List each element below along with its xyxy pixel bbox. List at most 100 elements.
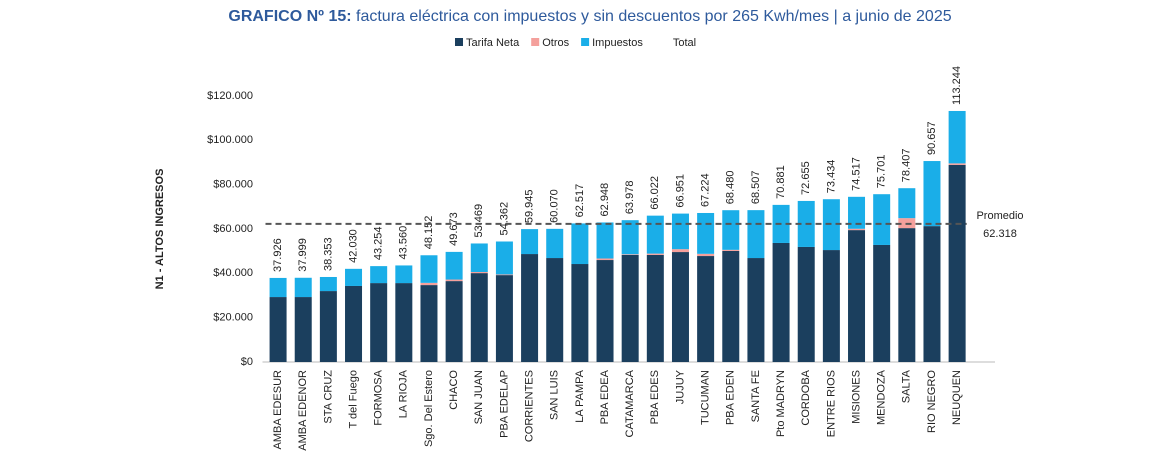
bar-segment bbox=[345, 285, 363, 362]
total-label: 54.362 bbox=[498, 202, 510, 236]
bar-segment bbox=[697, 212, 715, 254]
bar-segment bbox=[697, 256, 715, 362]
average-value: 62.318 bbox=[983, 228, 1017, 240]
total-label: 113.244 bbox=[951, 66, 963, 105]
total-label: 68.507 bbox=[750, 170, 762, 204]
bar-segment bbox=[445, 251, 463, 280]
legend-label: Otros bbox=[542, 37, 569, 49]
bar-segment bbox=[898, 228, 916, 362]
x-tick-label: CORRIENTES bbox=[523, 370, 535, 442]
total-label: 42.030 bbox=[347, 229, 359, 263]
x-tick-label: AMBA EDENOR bbox=[297, 370, 309, 451]
bar-segment bbox=[571, 223, 589, 265]
total-label: 37.926 bbox=[272, 238, 284, 272]
total-label: 90.657 bbox=[926, 121, 938, 155]
x-tick-label: Pto MADRYN bbox=[775, 370, 787, 437]
legend-swatch bbox=[581, 38, 590, 46]
total-label: 43.560 bbox=[398, 226, 410, 260]
bar-segment bbox=[395, 265, 413, 284]
x-tick-label: LA RIOJA bbox=[398, 369, 410, 418]
bar-segment bbox=[470, 243, 488, 273]
x-tick-label: AMBA EDESUR bbox=[272, 370, 284, 450]
bar-segment bbox=[671, 252, 689, 362]
x-tick-label: CORDOBA bbox=[800, 369, 812, 425]
total-label: 59.945 bbox=[523, 189, 535, 223]
bar-segment bbox=[546, 228, 564, 259]
bar-segment bbox=[722, 249, 740, 251]
bar-segment bbox=[470, 273, 488, 362]
total-label: 73.434 bbox=[825, 160, 837, 194]
bar-segment bbox=[546, 258, 564, 362]
bar-segment bbox=[948, 163, 966, 165]
bar-segment bbox=[898, 188, 916, 219]
bar-segment bbox=[797, 246, 815, 362]
bar-segment bbox=[948, 110, 966, 164]
legend-swatch bbox=[531, 38, 540, 46]
x-tick-label: SAN JUAN bbox=[473, 370, 485, 424]
title-text: factura eléctrica con impuestos y sin de… bbox=[356, 8, 952, 25]
bar-segment bbox=[319, 291, 337, 362]
x-tick-label: PBA EDEA bbox=[599, 369, 611, 424]
x-tick-label: STA CRUZ bbox=[322, 370, 334, 424]
bar-segment bbox=[596, 260, 614, 362]
bar-segment bbox=[873, 244, 891, 362]
bar-segment bbox=[370, 266, 388, 284]
x-tick-label: CHACO bbox=[448, 370, 460, 410]
x-tick-label: SAN LUIS bbox=[549, 370, 561, 420]
x-tick-label: ENTRE RIOS bbox=[825, 370, 837, 437]
bar-segment bbox=[571, 264, 589, 362]
average-label: Promedio bbox=[976, 210, 1023, 222]
total-label: 68.480 bbox=[725, 171, 737, 205]
bar-segment bbox=[445, 281, 463, 362]
bar-segment bbox=[420, 282, 438, 286]
bar-segment bbox=[345, 268, 363, 286]
y-tick-label: $60.000 bbox=[213, 223, 253, 235]
bar-segment bbox=[671, 249, 689, 253]
total-label: 37.999 bbox=[297, 238, 309, 272]
x-tick-label: MISIONES bbox=[850, 370, 862, 424]
legend-label: Total bbox=[673, 37, 696, 49]
bar-segment bbox=[873, 194, 891, 245]
x-tick-label: T del Fuego bbox=[347, 370, 359, 429]
bar-segment bbox=[294, 297, 312, 362]
bar-segment bbox=[445, 279, 463, 282]
y-tick-label: $0 bbox=[241, 356, 253, 368]
bar-segment bbox=[521, 229, 539, 255]
total-label: 60.070 bbox=[549, 189, 561, 223]
x-tick-label: LA PAMPA bbox=[574, 369, 586, 422]
total-label: 66.022 bbox=[649, 176, 661, 210]
bar-segment bbox=[420, 255, 438, 283]
x-tick-label: RIO NEGRO bbox=[926, 370, 938, 433]
total-label: 67.224 bbox=[700, 173, 712, 207]
y-tick-label: $100.000 bbox=[207, 134, 253, 146]
bar-segment bbox=[848, 230, 866, 362]
y-tick-label: $40.000 bbox=[213, 267, 253, 279]
bar-segment bbox=[822, 250, 840, 362]
bar-segment bbox=[495, 275, 513, 362]
x-tick-label: NEUQUEN bbox=[951, 370, 963, 425]
bar-segment bbox=[747, 258, 765, 362]
x-tick-label: SANTA FE bbox=[750, 370, 762, 422]
total-label: 49.673 bbox=[448, 212, 460, 246]
bar-segment bbox=[621, 220, 639, 255]
total-label: 43.254 bbox=[373, 226, 385, 260]
bar-segment bbox=[370, 283, 388, 362]
bar-segment bbox=[697, 253, 715, 257]
bar-segment bbox=[671, 213, 689, 250]
bar-segment bbox=[722, 210, 740, 250]
bar-segment bbox=[621, 254, 639, 362]
legend-label: Impuestos bbox=[592, 37, 643, 49]
total-label: 62.948 bbox=[599, 183, 611, 217]
bar-segment bbox=[596, 222, 614, 259]
bar-segment bbox=[269, 297, 287, 362]
x-tick-label: CATAMARCA bbox=[624, 369, 636, 437]
y-axis-label: N1 - ALTOS INGRESOS bbox=[154, 169, 166, 290]
legend-swatch bbox=[455, 38, 463, 46]
total-label: 75.701 bbox=[876, 155, 888, 189]
bar-segment bbox=[319, 276, 337, 292]
total-label: 53.469 bbox=[473, 204, 485, 238]
total-label: 62.517 bbox=[574, 184, 586, 218]
total-label: 74.517 bbox=[850, 157, 862, 191]
x-tick-label: TUCUMAN bbox=[700, 370, 712, 425]
